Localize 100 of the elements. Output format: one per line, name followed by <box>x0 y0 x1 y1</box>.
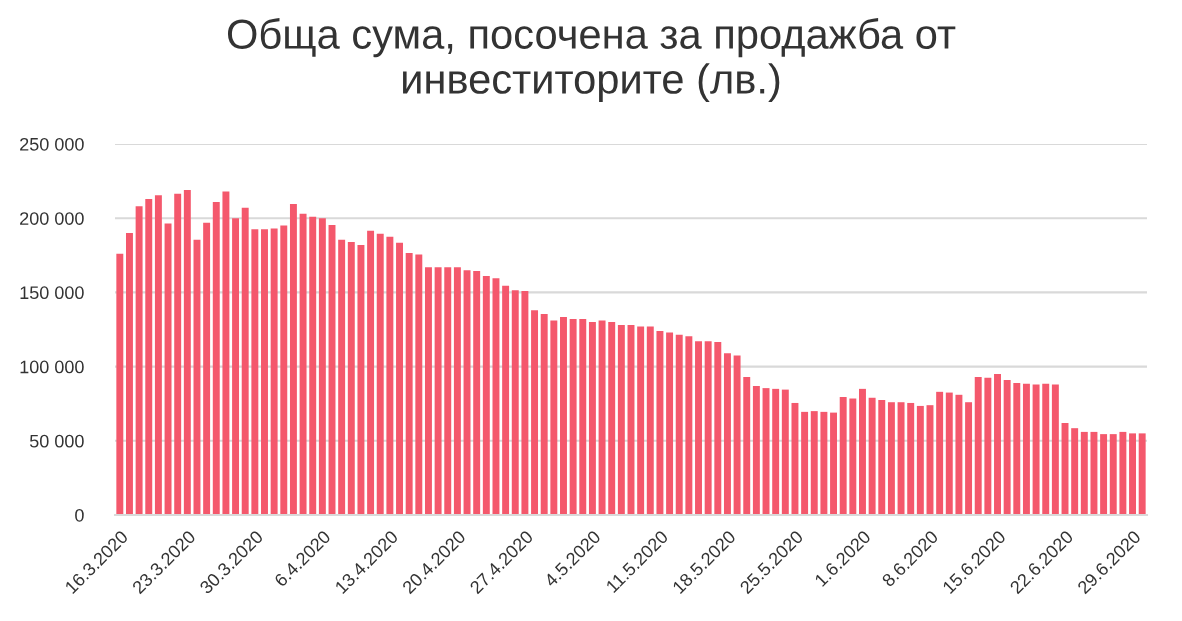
bar <box>289 204 297 515</box>
bar <box>598 320 606 515</box>
bar <box>453 267 461 515</box>
bar <box>936 391 944 515</box>
bar <box>646 326 654 515</box>
bar <box>617 325 625 515</box>
bar <box>637 326 645 515</box>
bar <box>126 233 133 515</box>
bar <box>309 216 317 515</box>
bar <box>174 193 182 515</box>
bar <box>675 334 683 515</box>
bar <box>1051 384 1059 515</box>
bar <box>781 389 789 515</box>
bar <box>762 388 770 515</box>
bar <box>1042 383 1050 515</box>
bar <box>367 230 375 515</box>
bar <box>232 218 240 515</box>
bar <box>280 225 288 515</box>
bar <box>830 412 838 515</box>
bar <box>704 341 712 515</box>
bar <box>1138 433 1146 515</box>
bar <box>994 374 1001 515</box>
bar <box>396 242 403 515</box>
y-tick-label: 200 000 <box>20 212 84 225</box>
bar <box>723 353 731 515</box>
bar <box>338 239 346 515</box>
bar <box>531 310 539 515</box>
bar <box>560 316 567 515</box>
bar <box>569 319 577 515</box>
bar <box>820 411 828 515</box>
bar <box>743 376 751 515</box>
bar <box>579 319 587 515</box>
bar <box>357 244 365 515</box>
bar <box>752 385 760 515</box>
bar <box>733 355 741 515</box>
bar <box>945 392 953 515</box>
bar <box>916 405 924 515</box>
bar <box>1022 383 1030 515</box>
bar <box>859 388 866 515</box>
bar <box>907 402 915 515</box>
bar <box>270 228 278 515</box>
bar <box>772 388 780 515</box>
bar <box>608 322 616 515</box>
bar <box>444 267 452 515</box>
bar <box>154 195 162 515</box>
bar <box>386 236 394 515</box>
bar <box>473 270 481 515</box>
bar <box>714 342 722 515</box>
bar <box>656 330 664 515</box>
chart-title: Обща сума, посочена за продажба от инвеститорите (лв.) <box>227 18 956 103</box>
bar <box>164 223 172 515</box>
bar <box>1100 434 1108 515</box>
bar <box>849 398 857 515</box>
y-tick-label: 150 000 <box>20 286 84 300</box>
bar <box>203 222 211 515</box>
bar <box>1080 431 1088 515</box>
bar <box>212 201 220 515</box>
bar <box>183 190 191 515</box>
bar <box>839 397 847 515</box>
bar <box>376 233 384 515</box>
bar <box>463 270 471 515</box>
bar <box>1119 431 1127 515</box>
bar <box>984 377 992 515</box>
y-tick-label: 100 000 <box>20 360 84 374</box>
bar <box>434 267 442 515</box>
bar <box>502 285 510 515</box>
bar <box>868 397 876 515</box>
bar <box>540 313 548 515</box>
bar <box>685 336 693 515</box>
bar <box>347 241 355 515</box>
bar <box>1003 379 1011 515</box>
bar <box>1032 384 1040 515</box>
bar <box>241 207 249 515</box>
bar <box>492 278 500 515</box>
bar <box>897 402 905 515</box>
bar <box>145 198 153 515</box>
bar <box>791 402 799 515</box>
bar <box>415 254 423 515</box>
bar <box>878 399 886 515</box>
bar <box>588 322 596 515</box>
bar <box>299 213 307 515</box>
bar <box>550 320 558 515</box>
bar <box>135 206 143 515</box>
y-tick-label: 250 000 <box>20 137 84 151</box>
bar <box>222 191 230 515</box>
bar <box>424 267 432 515</box>
bar <box>405 253 413 515</box>
bar <box>810 411 818 515</box>
bar <box>116 253 124 515</box>
bar <box>521 290 529 515</box>
bar <box>1090 431 1098 515</box>
bar <box>695 341 702 515</box>
bar <box>887 402 895 515</box>
bar <box>251 229 259 515</box>
bar <box>1129 433 1136 515</box>
bar <box>1109 434 1117 515</box>
bar <box>1071 428 1079 515</box>
bar <box>974 376 982 515</box>
bar <box>1013 382 1021 515</box>
bar <box>965 402 973 515</box>
